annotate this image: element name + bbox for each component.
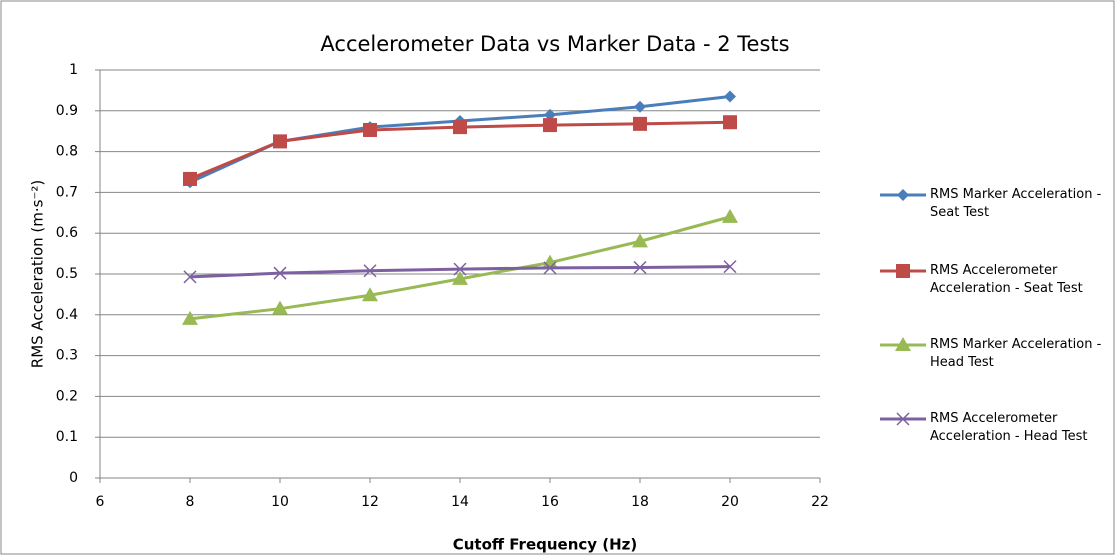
data-point [453,120,467,135]
data-point [363,122,377,137]
y-tick-label: 0.9 [56,103,78,119]
legend-marker [896,412,910,426]
data-point [544,108,556,121]
legend-marker [897,189,909,201]
x-tick-label: 18 [631,494,649,510]
data-point [633,116,647,131]
x-axis-label: Cutoff Frequency (Hz) [453,536,638,554]
y-axis-label: RMS Acceleration (m·s⁻²) [29,180,47,368]
x-tick-label: 10 [271,494,289,510]
data-point [634,100,646,113]
data-point [724,90,736,103]
x-tick-label: 12 [361,494,379,510]
x-tick-label: 14 [451,494,469,510]
data-point [273,134,287,149]
data-point [633,260,647,275]
y-tick-label: 0.3 [56,348,78,364]
data-point [183,171,197,186]
legend-label: RMS Accelerometer Acceleration - Seat Te… [930,263,1083,296]
data-point [542,254,558,269]
data-point [543,118,557,133]
y-tick-label: 0.4 [56,307,78,323]
data-point [543,261,557,275]
legend-label: RMS Accelerometer Acceleration - Head Te… [930,411,1088,444]
data-point [632,233,648,248]
legend-label: RMS Marker Acceleration - Head Test [930,337,1102,370]
y-tick-label: 0.7 [56,184,78,200]
data-point [183,270,197,284]
y-tick-label: 0.8 [56,144,78,160]
legend-marker [895,337,911,351]
y-tick-label: 0.6 [56,225,78,241]
legend-label: RMS Marker Acceleration - Seat Test [930,187,1102,220]
y-tick-label: 1 [69,62,78,78]
y-tick-label: 0 [69,470,78,486]
data-point [723,260,737,274]
x-tick-label: 8 [186,494,195,510]
data-point [363,264,377,278]
legend-marker [896,264,910,278]
data-point [182,310,198,325]
data-point [723,115,737,130]
data-point [272,300,288,315]
data-point [453,262,467,276]
x-tick-label: 22 [811,494,829,510]
data-point [452,270,468,285]
x-tick-label: 16 [541,494,559,510]
y-tick-label: 0.5 [56,266,78,282]
x-tick-label: 6 [96,494,105,510]
data-point [273,266,287,280]
data-point [722,208,738,223]
data-point [362,287,378,302]
y-tick-label: 0.2 [56,388,78,404]
x-tick-label: 20 [721,494,739,510]
chart-title: Accelerometer Data vs Marker Data - 2 Te… [320,32,789,56]
y-tick-label: 0.1 [56,429,78,445]
